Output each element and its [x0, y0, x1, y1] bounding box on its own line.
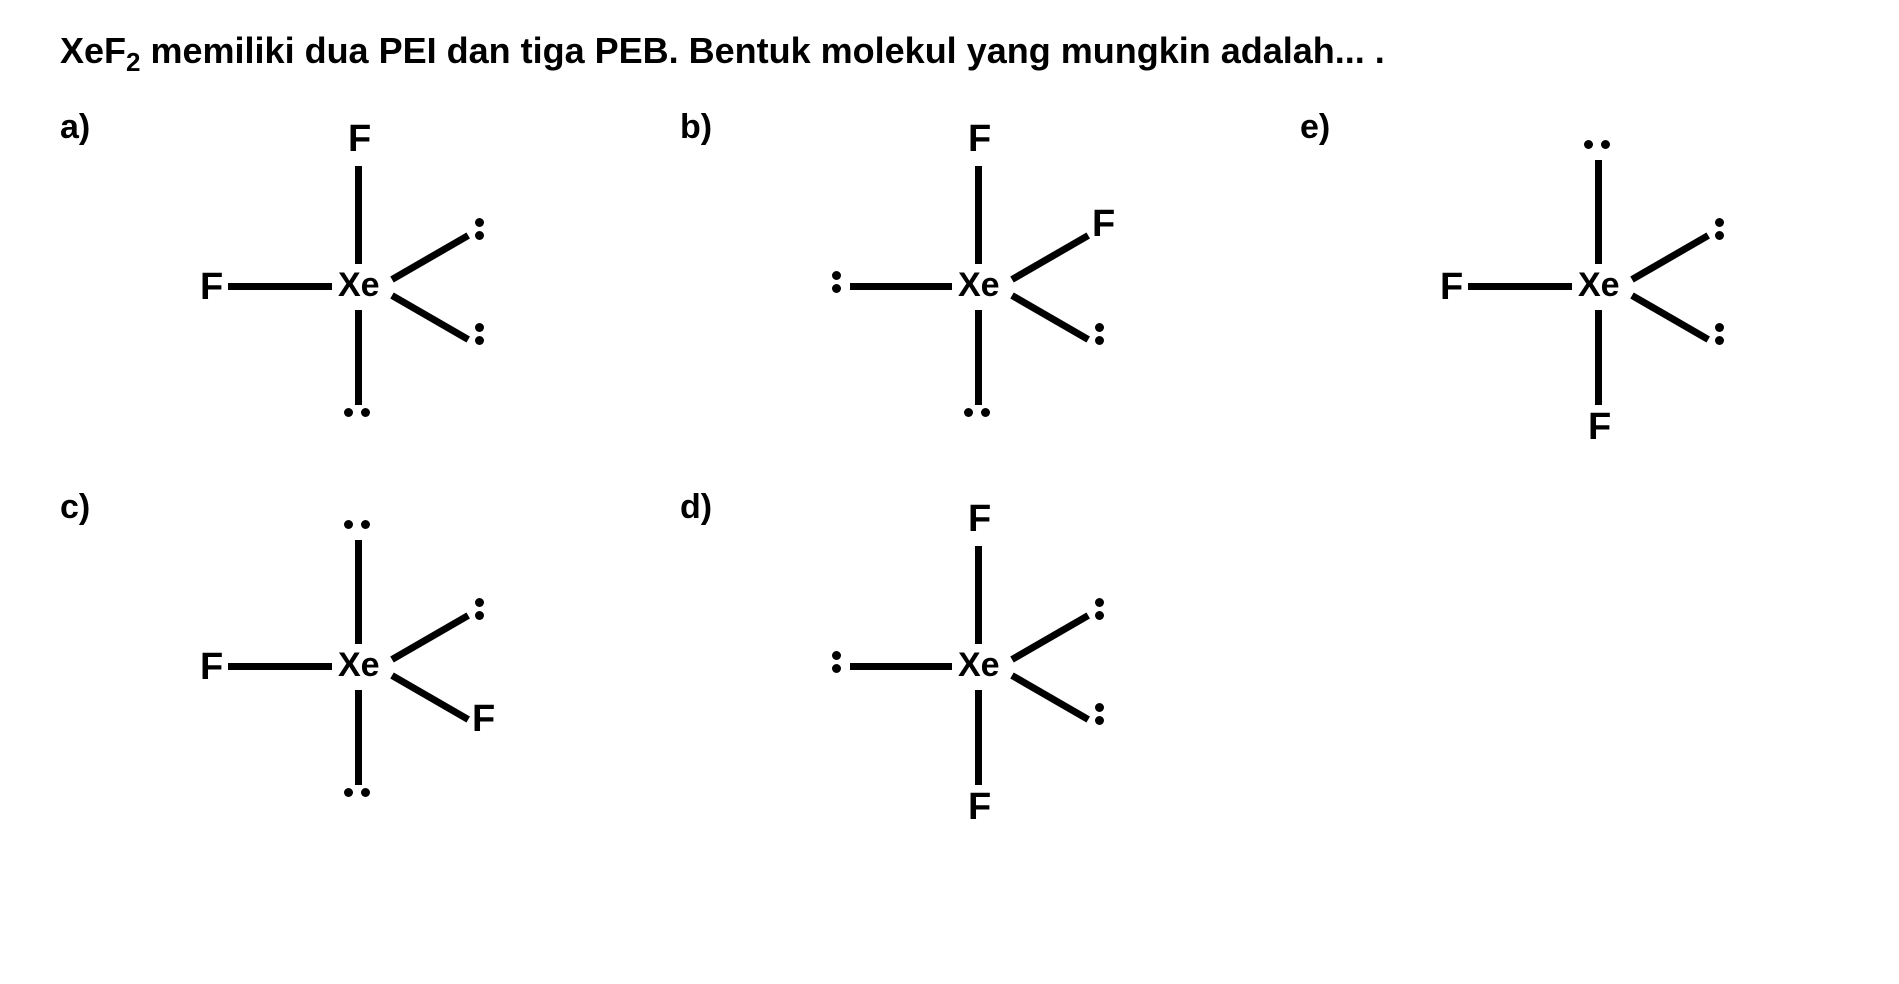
bond-diag-up	[390, 613, 470, 663]
option-a: a) Xe F F	[60, 108, 680, 488]
option-label-d: d)	[680, 488, 712, 527]
option-e: e) Xe F F	[1300, 108, 1899, 488]
f-atom-lower-right: F	[472, 698, 495, 741]
lone-pair-upper-right	[475, 598, 484, 620]
lone-pair-top	[344, 520, 370, 529]
f-atom-top: F	[348, 118, 371, 161]
option-label-a: a)	[60, 108, 90, 147]
f-atom-top: F	[968, 118, 991, 161]
molecule-d: Xe F F	[820, 498, 1200, 838]
bond-top	[975, 166, 982, 264]
xe-atom: Xe	[338, 646, 380, 685]
lone-pair-lower-right	[1715, 323, 1724, 345]
option-label-c: c)	[60, 488, 90, 527]
xe-atom: Xe	[958, 266, 1000, 305]
molecule-a: Xe F F	[200, 118, 580, 458]
option-c: c) Xe F F	[60, 488, 680, 868]
molecule-b: Xe F F	[820, 118, 1200, 458]
xe-atom: Xe	[1578, 266, 1620, 305]
lone-pair-top	[1584, 140, 1610, 149]
formula-subscript: 2	[126, 47, 140, 77]
f-atom-left: F	[200, 266, 223, 309]
bond-left	[1468, 283, 1572, 290]
xe-atom: Xe	[958, 646, 1000, 685]
molecule-c: Xe F F	[200, 498, 580, 838]
bond-diag-up	[1630, 233, 1710, 283]
bond-bottom	[355, 690, 362, 785]
question-text: XeF2 memiliki dua PEI dan tiga PEB. Bent…	[60, 30, 1839, 78]
lone-pair-upper-right	[1715, 218, 1724, 240]
bond-left	[228, 663, 332, 670]
bond-diag-down	[1010, 673, 1090, 723]
bond-diag-up	[390, 233, 470, 283]
lone-pair-lower-right	[475, 323, 484, 345]
lone-pair-bottom	[344, 788, 370, 797]
xe-atom: Xe	[338, 266, 380, 305]
bond-bottom	[355, 310, 362, 405]
bond-bottom	[1595, 310, 1602, 405]
bond-diag-up	[1010, 233, 1090, 283]
option-label-b: b)	[680, 108, 712, 147]
question-body: memiliki dua PEI dan tiga PEB. Bentuk mo…	[141, 30, 1385, 71]
bond-left	[850, 663, 952, 670]
bond-top	[1595, 160, 1602, 264]
bond-diag-down	[390, 293, 470, 343]
lone-pair-upper-right	[1095, 598, 1104, 620]
lone-pair-left	[832, 651, 841, 673]
lone-pair-lower-right	[1095, 323, 1104, 345]
bond-top	[355, 540, 362, 644]
bond-left	[850, 283, 952, 290]
options-grid: a) Xe F F b)	[60, 108, 1839, 868]
option-d: d) Xe F F	[680, 488, 1300, 868]
lone-pair-bottom	[344, 408, 370, 417]
f-atom-left: F	[200, 646, 223, 689]
molecule-e: Xe F F	[1440, 118, 1820, 458]
option-b: b) Xe F F	[680, 108, 1300, 488]
lone-pair-left	[832, 271, 841, 293]
lone-pair-upper-right	[475, 218, 484, 240]
bond-top	[355, 166, 362, 264]
bond-diag-down	[1630, 293, 1710, 343]
lone-pair-lower-right	[1095, 703, 1104, 725]
bond-diag-up	[1010, 613, 1090, 663]
f-atom-top: F	[968, 498, 991, 541]
bond-diag-down	[1010, 293, 1090, 343]
f-atom-bottom: F	[1588, 406, 1611, 449]
f-atom-bottom: F	[968, 786, 991, 829]
option-label-e: e)	[1300, 108, 1330, 147]
bond-bottom	[975, 310, 982, 405]
lone-pair-bottom	[964, 408, 990, 417]
bond-left	[228, 283, 332, 290]
bond-diag-down	[390, 673, 470, 723]
bond-top	[975, 546, 982, 644]
f-atom-upper-right: F	[1092, 203, 1115, 246]
bond-bottom	[975, 690, 982, 785]
formula-prefix: XeF	[60, 30, 126, 71]
empty-cell	[1300, 488, 1899, 868]
f-atom-left: F	[1440, 266, 1463, 309]
